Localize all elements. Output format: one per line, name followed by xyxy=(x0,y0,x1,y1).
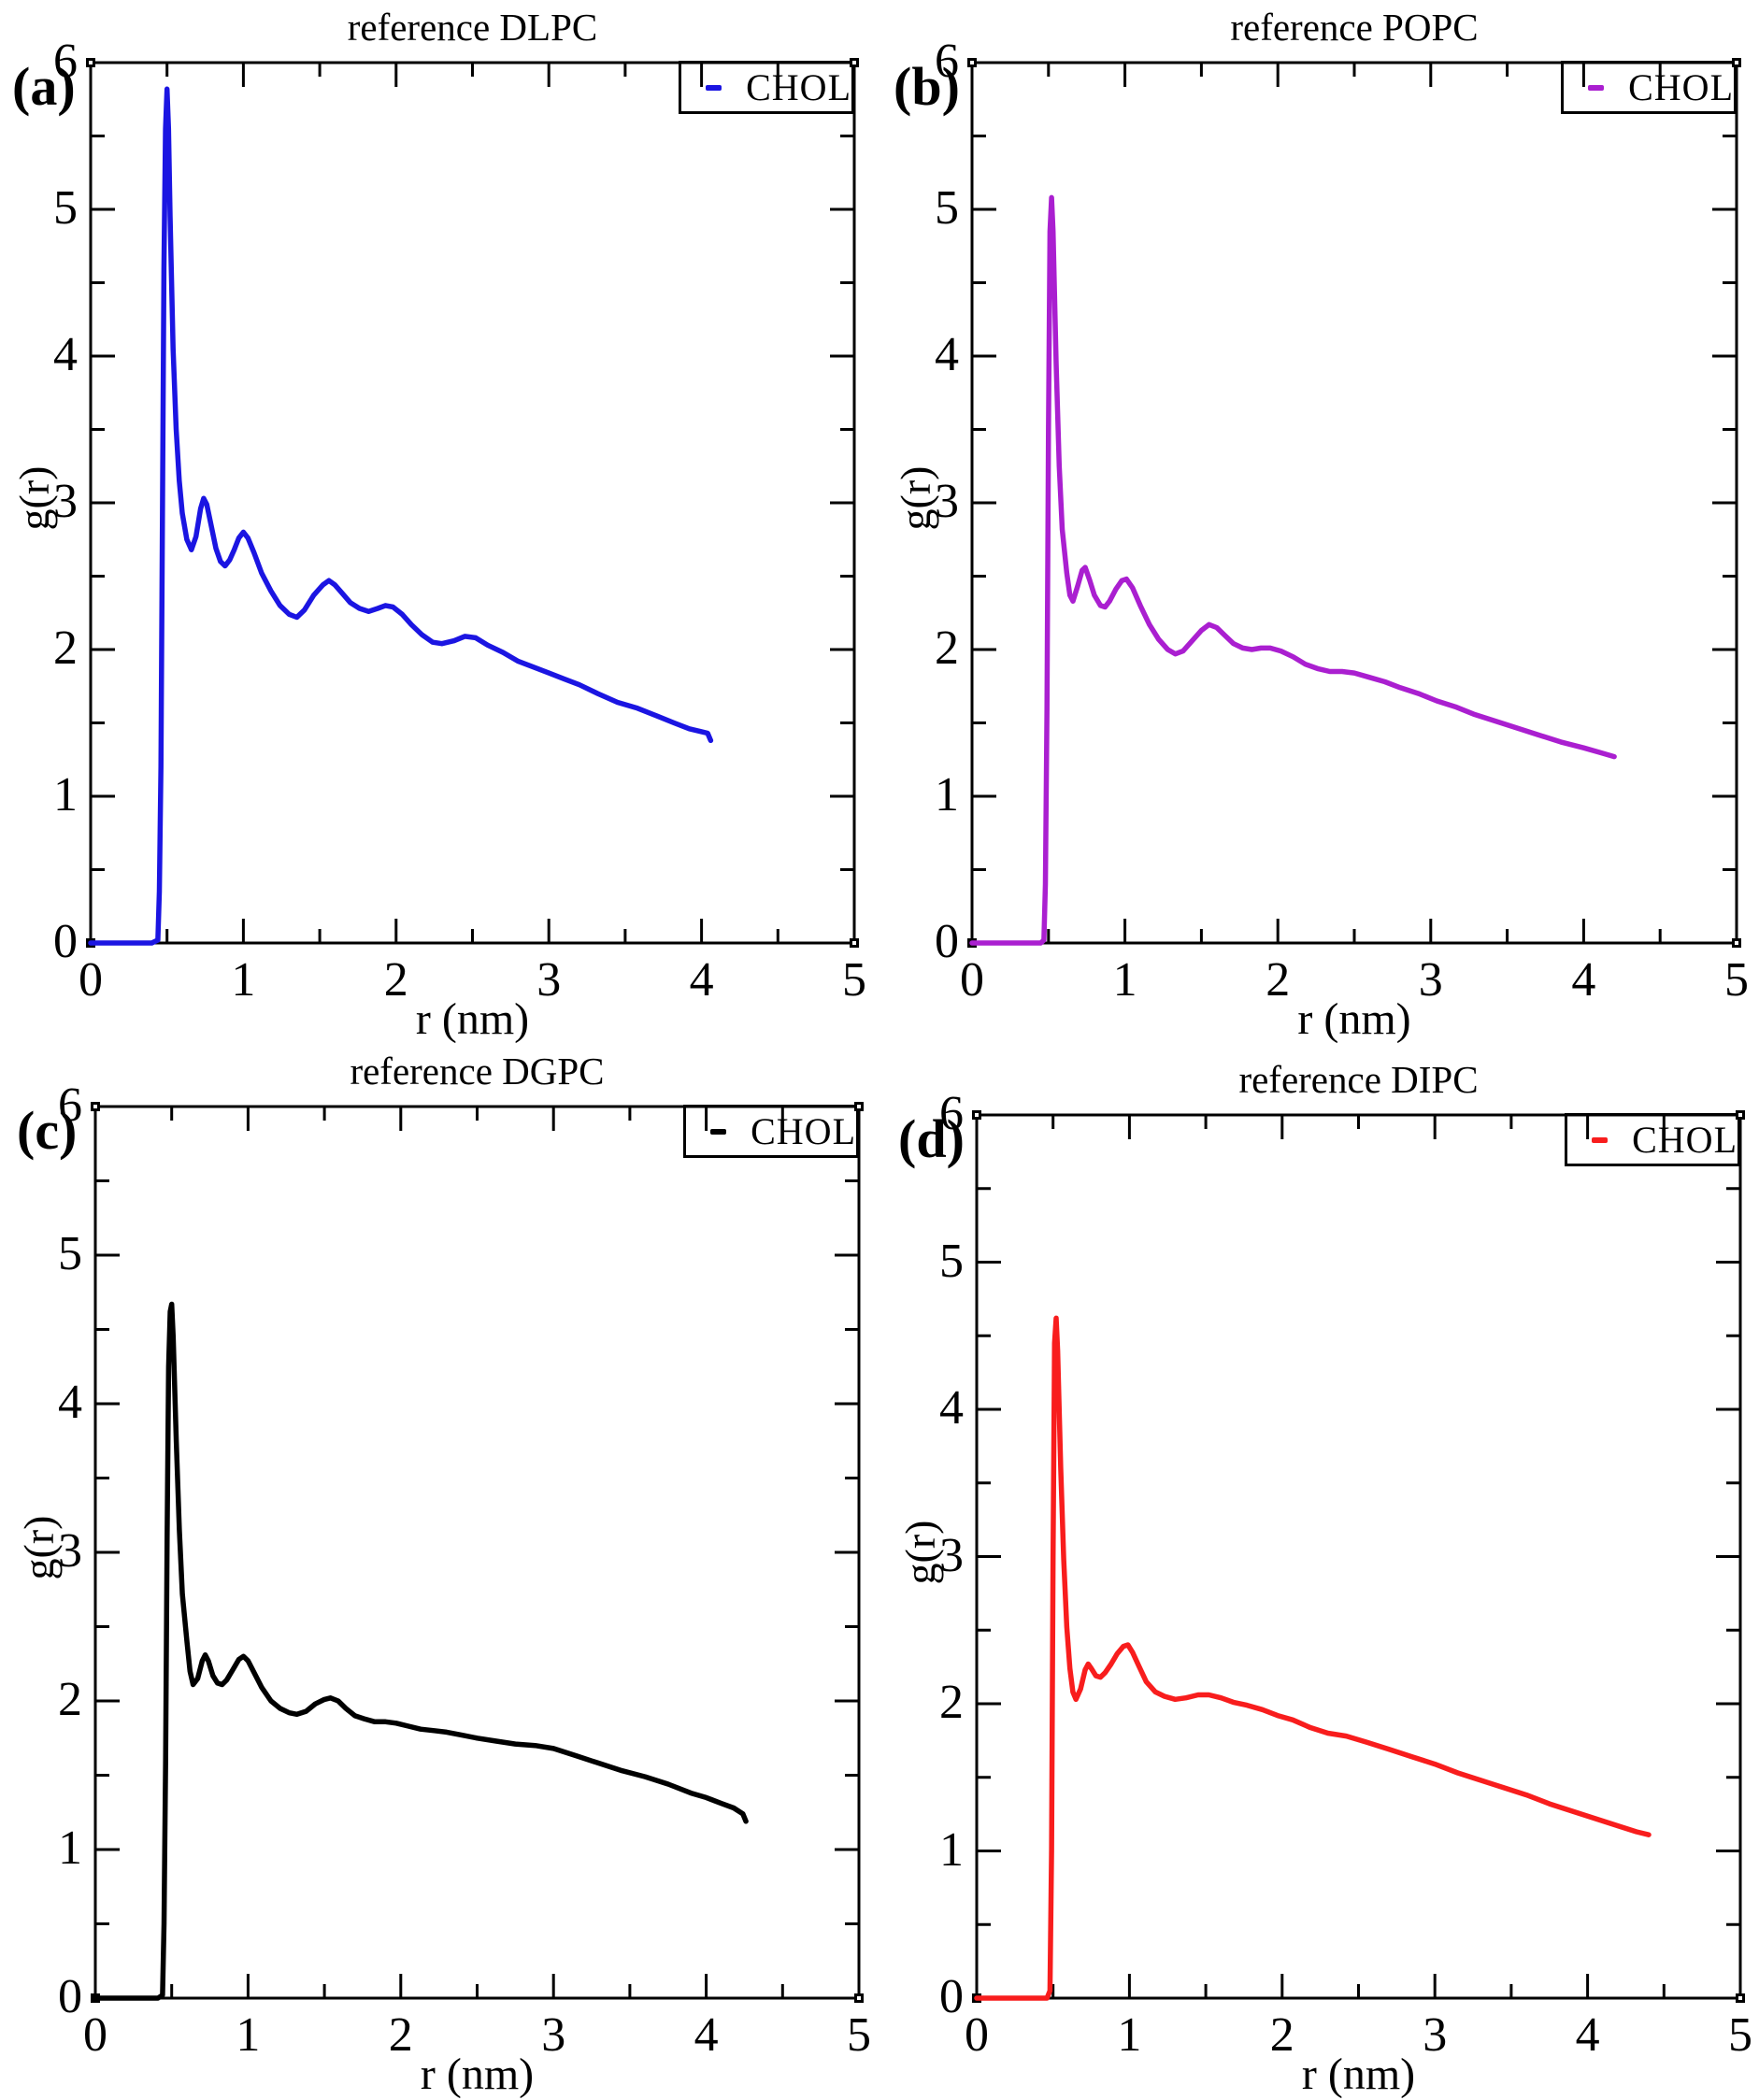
plot-title: reference DIPC xyxy=(1238,1058,1479,1101)
x-tick-label: 1 xyxy=(1117,2008,1142,2062)
y-tick-label: 1 xyxy=(53,768,78,821)
y-tick-label: 0 xyxy=(935,915,959,968)
curve-CHOL xyxy=(93,1301,749,2001)
y-tick-label: 4 xyxy=(935,328,959,381)
panel-letter: (d) xyxy=(898,1108,965,1169)
y-tick-label: 5 xyxy=(939,1234,964,1288)
x-tick-label: 3 xyxy=(541,2008,566,2062)
x-tick-label: 0 xyxy=(965,2008,989,2062)
y-tick-label: 4 xyxy=(53,328,78,381)
y-tick-label: 2 xyxy=(939,1676,964,1729)
y-tick-label: 4 xyxy=(58,1376,82,1429)
y-tick-label: 3 xyxy=(58,1524,82,1578)
x-tick-label: 1 xyxy=(236,2008,261,2062)
plot-area xyxy=(967,58,1741,948)
curve-CHOL xyxy=(974,1315,1652,2001)
corner-marker-center xyxy=(1735,941,1738,945)
corner-marker-center xyxy=(1735,61,1738,64)
x-tick-label: 3 xyxy=(536,953,562,1007)
y-tick-label: 6 xyxy=(58,1079,82,1132)
plot-area xyxy=(86,58,859,948)
legend-line-swatch xyxy=(1588,84,1605,91)
x-axis-label: r (nm) xyxy=(1301,2050,1416,2099)
legend-box: CHOL xyxy=(1561,61,1737,114)
corner-marker-center xyxy=(1738,1113,1742,1117)
y-tick-label: 0 xyxy=(58,1970,82,2023)
x-tick-label: 3 xyxy=(1423,2008,1448,2062)
legend-line-swatch xyxy=(710,1128,727,1135)
x-tick-label: 0 xyxy=(960,953,984,1007)
panel-letter: (c) xyxy=(17,1100,78,1161)
corner-marker-center xyxy=(975,1113,979,1117)
plot-area xyxy=(91,1102,864,2003)
y-tick-label: 6 xyxy=(939,1087,964,1140)
y-tick-label: 5 xyxy=(935,181,959,235)
panel-letter: (b) xyxy=(894,56,960,117)
corner-marker-center xyxy=(93,1105,97,1108)
plot-title: reference DLPC xyxy=(347,6,598,49)
legend-label: CHOL xyxy=(746,66,851,108)
x-tick-label: 1 xyxy=(231,953,256,1007)
corner-marker-center xyxy=(852,61,856,64)
x-tick-label: 2 xyxy=(1269,2008,1294,2062)
y-tick-label: 0 xyxy=(939,1970,964,2023)
y-tick-label: 3 xyxy=(939,1528,964,1582)
panel-letter: (a) xyxy=(12,56,76,117)
legend-line-swatch xyxy=(706,84,722,91)
x-tick-label: 4 xyxy=(1575,2008,1600,2062)
y-tick-label: 2 xyxy=(935,621,959,675)
x-tick-label: 2 xyxy=(383,953,408,1007)
x-tick-label: 4 xyxy=(689,953,714,1007)
legend-label: CHOL xyxy=(1632,1119,1738,1161)
corner-marker-center xyxy=(970,61,974,64)
curve-CHOL xyxy=(969,194,1617,946)
y-tick-label: 1 xyxy=(935,768,959,821)
x-axis-label: r (nm) xyxy=(420,2050,535,2099)
y-tick-label: 4 xyxy=(939,1381,964,1435)
legend-label: CHOL xyxy=(1628,66,1734,108)
corner-marker-center xyxy=(857,1996,861,2000)
plot-frame xyxy=(975,1113,1742,2000)
y-tick-label: 5 xyxy=(53,181,78,235)
y-tick-label: 1 xyxy=(58,1821,82,1875)
plot-title: reference DGPC xyxy=(350,1050,605,1093)
y-tick-label: 6 xyxy=(53,35,78,88)
corner-marker-center xyxy=(89,61,93,64)
x-axis-label: r (nm) xyxy=(415,994,530,1044)
y-tick-label: 3 xyxy=(935,475,959,528)
plot-title: reference POPC xyxy=(1230,6,1479,49)
curve-CHOL xyxy=(88,86,714,946)
x-tick-label: 3 xyxy=(1418,953,1443,1007)
x-axis-label: r (nm) xyxy=(1297,994,1411,1044)
x-tick-label: 2 xyxy=(388,2008,413,2062)
x-tick-label: 0 xyxy=(83,2008,107,2062)
corner-marker-center xyxy=(852,941,856,945)
x-tick-label: 5 xyxy=(847,2008,871,2062)
plot-area xyxy=(972,1110,1745,2003)
y-tick-label: 0 xyxy=(53,915,78,968)
corner-marker-center xyxy=(1738,1996,1742,2000)
y-tick-label: 2 xyxy=(58,1673,82,1726)
x-tick-label: 0 xyxy=(79,953,103,1007)
x-tick-label: 1 xyxy=(1112,953,1137,1007)
x-tick-label: 5 xyxy=(1724,953,1749,1007)
y-tick-label: 5 xyxy=(58,1227,82,1280)
x-tick-label: 5 xyxy=(1728,2008,1752,2062)
y-tick-label: 6 xyxy=(935,35,959,88)
x-tick-label: 5 xyxy=(842,953,866,1007)
corner-marker-center xyxy=(857,1105,861,1108)
y-tick-label: 3 xyxy=(53,475,78,528)
legend-line-swatch xyxy=(1592,1136,1609,1143)
legend-label: CHOL xyxy=(751,1110,856,1152)
x-tick-label: 2 xyxy=(1266,953,1291,1007)
y-tick-label: 1 xyxy=(939,1822,964,1877)
x-tick-label: 4 xyxy=(694,2008,719,2062)
y-tick-label: 2 xyxy=(53,621,78,675)
x-tick-label: 4 xyxy=(1571,953,1596,1007)
